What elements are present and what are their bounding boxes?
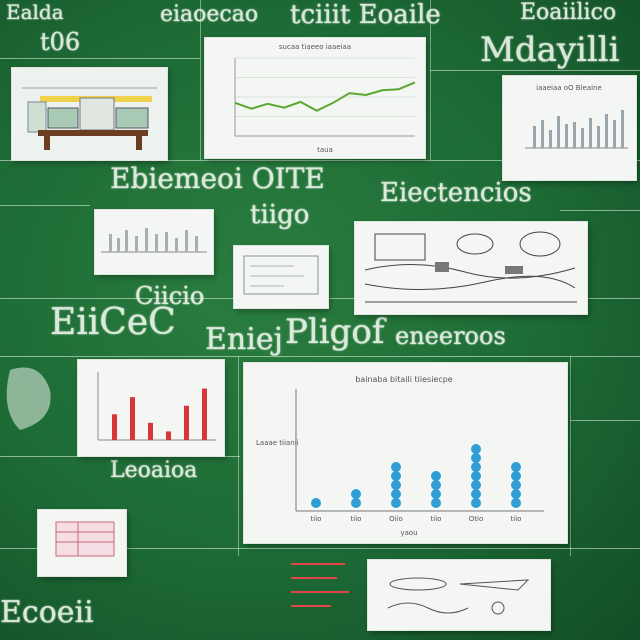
x-tick-label: tiio (351, 515, 362, 523)
chalk-word: t06 (40, 28, 81, 56)
data-point (351, 489, 361, 499)
main-dot-chart: bainaba bitaili tiiesiecpe Laaae tiianii… (256, 375, 544, 537)
data-point (391, 471, 401, 481)
chalk-line (570, 420, 640, 421)
data-point (471, 489, 481, 499)
notes-card (368, 560, 550, 630)
form-sketch (243, 255, 319, 295)
chart-title: bainaba bitaili tiiesiecpe (355, 375, 453, 384)
data-point (431, 471, 441, 481)
data-point (511, 471, 521, 481)
chalk-word: eneeroos (395, 322, 506, 350)
chalk-line (0, 58, 200, 59)
chalk-word: Ecoeii (0, 595, 94, 630)
chalk-word: EiiCeC (50, 302, 176, 343)
red-bar-chart-card (78, 360, 224, 456)
grey-bars (101, 228, 207, 253)
chalk-word: Eoaiilico (520, 0, 617, 25)
small-bar-chart-card: iaaeiaa oO Bleaine (503, 76, 636, 180)
small-bar-chart: iaaeiaa oO Bleaine (525, 84, 628, 149)
bar (202, 388, 207, 440)
data-point (391, 498, 401, 508)
x-axis-label: yaou (400, 529, 417, 537)
data-point (391, 462, 401, 472)
red-chalk-notes (291, 563, 349, 607)
notes-sketch (387, 577, 530, 615)
chalk-word: Pligof (285, 312, 385, 352)
bar (184, 405, 189, 440)
data-point (471, 471, 481, 481)
data-point (511, 480, 521, 490)
bar (148, 422, 153, 440)
data-point (511, 498, 521, 508)
bars (533, 110, 624, 148)
chalk-word: Eiectencios (380, 178, 532, 208)
main-dot-chart-card: bainaba bitaili tiiesiecpe Laaae tiianii… (244, 363, 567, 543)
line-chart-card: sucaa tiaeeo iaaeiaa taua (205, 38, 425, 158)
chalk-line (430, 0, 431, 160)
data-point (511, 462, 521, 472)
data-point (471, 498, 481, 508)
form-card (234, 246, 328, 308)
y-axis-label: Laaae tiianii (256, 439, 299, 447)
data-point (471, 444, 481, 454)
data-point (351, 498, 361, 508)
x-tick-label: tiio (311, 515, 322, 523)
red-bar-chart (97, 372, 216, 441)
series-line (234, 81, 416, 112)
chalk-line (0, 356, 640, 357)
bar (112, 414, 117, 440)
data-point (511, 489, 521, 499)
chalk-word: Ealda (6, 0, 64, 24)
data-point (431, 489, 441, 499)
chart-title: iaaeiaa oO Bleaine (536, 84, 602, 92)
chalk-word: Leoaioa (110, 458, 198, 483)
chalk-line (0, 456, 240, 457)
chart-title: sucaa tiaeeo iaaeiaa (279, 43, 351, 51)
grey-bars-card (95, 210, 213, 274)
x-axis-label: taua (317, 146, 333, 154)
chalk-line (0, 160, 640, 161)
pink-table (55, 521, 115, 557)
chalk-word: Ebiemeoi OITE (110, 162, 325, 195)
chalk-line (560, 210, 640, 211)
chalk-line (0, 205, 90, 206)
chalk-word: tciiit Eoaile (290, 0, 441, 30)
x-tick-label: Otio (469, 515, 483, 523)
data-point (471, 462, 481, 472)
line-chart: sucaa tiaeeo iaaeiaa taua (234, 43, 416, 154)
x-tick-label: tiio (511, 515, 522, 523)
lab-illustration (12, 68, 167, 160)
chalk-line (0, 548, 640, 549)
chalk-word: Eniej (205, 322, 283, 357)
x-tick-label: tiio (431, 515, 442, 523)
chalk-word: tiigo (250, 200, 310, 230)
chalk-line (200, 0, 201, 160)
pink-table-card (38, 510, 126, 576)
bar (130, 397, 135, 440)
chalk-figure (6, 367, 51, 430)
machine-sketch-card (355, 222, 587, 314)
lab-photo-card (12, 68, 167, 160)
chalk-word: Ciicio (135, 282, 205, 310)
chalk-word: Mdayilli (480, 30, 620, 70)
data-point (311, 498, 321, 508)
machine-sketch (364, 231, 577, 303)
chalk-line (570, 356, 571, 556)
data-point (471, 480, 481, 490)
data-point (391, 489, 401, 499)
chalk-line (430, 70, 640, 71)
chalk-word: eiaoecao (160, 2, 259, 27)
data-point (391, 480, 401, 490)
data-point (431, 498, 441, 508)
data-point (471, 453, 481, 463)
bar (166, 431, 171, 440)
chalk-line (238, 356, 239, 556)
data-point (431, 480, 441, 490)
x-tick-label: Oiio (389, 515, 403, 523)
